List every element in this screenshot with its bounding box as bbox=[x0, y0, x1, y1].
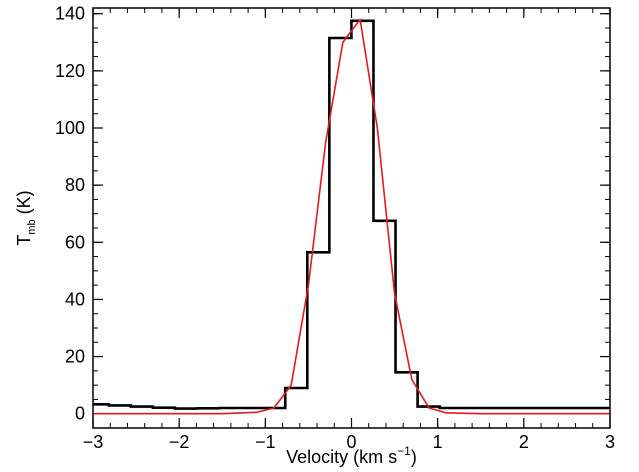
x-tick-label: −1 bbox=[255, 432, 276, 452]
y-tick-label: 60 bbox=[65, 232, 85, 252]
x-axis-title: Velocity (km s−1) bbox=[286, 444, 417, 467]
y-tick-label: 40 bbox=[65, 289, 85, 309]
plot-frame bbox=[92, 7, 611, 429]
y-tick-label: 140 bbox=[55, 4, 85, 24]
major-ticks bbox=[92, 8, 611, 428]
y-tick-label: 100 bbox=[55, 118, 85, 138]
fit-line-series bbox=[93, 18, 610, 415]
minor-ticks bbox=[92, 8, 611, 429]
x-tick-label: −2 bbox=[169, 432, 190, 452]
x-axis-title-main: Velocity (km s bbox=[286, 447, 397, 467]
x-axis-title-tail: ) bbox=[411, 447, 417, 467]
x-axis-title-sup: −1 bbox=[397, 444, 411, 458]
y-tick-label: 20 bbox=[65, 347, 85, 367]
y-axis-title: Tmb (K) bbox=[14, 190, 38, 245]
x-tick-label: 0 bbox=[346, 432, 356, 452]
x-tick-label: 2 bbox=[519, 432, 529, 452]
histogram-series bbox=[93, 19, 610, 410]
y-tick-label: 120 bbox=[55, 61, 85, 81]
series-layer bbox=[93, 18, 610, 415]
y-axis-title-sub: mb bbox=[26, 219, 38, 234]
x-tick-label: 3 bbox=[605, 432, 615, 452]
x-tick-label: −3 bbox=[83, 432, 104, 452]
y-axis-title-main: T bbox=[14, 235, 34, 246]
tick-labels: −3 −2 −1 0 1 2 3 0 20 40 60 80 100 120 140 bbox=[55, 4, 615, 452]
x-tick-label: 1 bbox=[433, 432, 443, 452]
y-tick-label: 80 bbox=[65, 175, 85, 195]
y-tick-label: 0 bbox=[75, 404, 85, 424]
y-axis-title-tail: (K) bbox=[14, 190, 34, 219]
